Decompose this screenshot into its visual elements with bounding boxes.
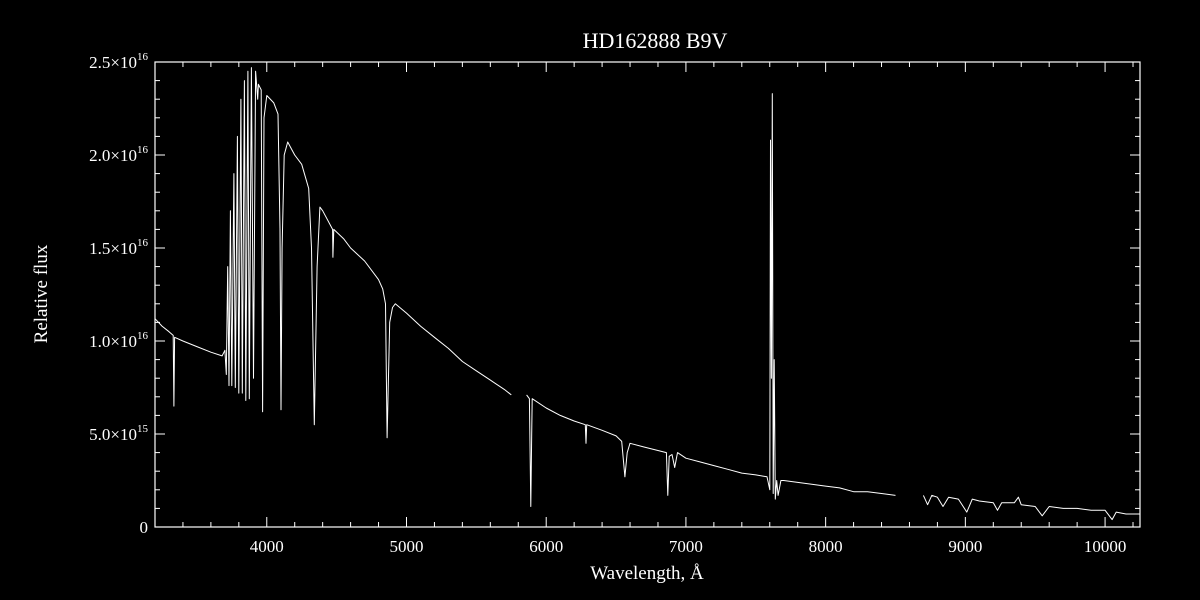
y-tick-label: 1.0×1016: [89, 330, 148, 351]
y-tick-label: 0: [140, 518, 149, 537]
x-tick-label: 9000: [948, 537, 982, 556]
y-axis-label: Relative flux: [31, 244, 52, 343]
x-tick-label: 4000: [250, 537, 284, 556]
y-tick-label: 1.5×1016: [89, 237, 148, 258]
x-tick-label: 10000: [1084, 537, 1127, 556]
x-tick-label: 7000: [669, 537, 703, 556]
x-tick-label: 6000: [529, 537, 563, 556]
x-axis-label: Wavelength, Å: [590, 563, 704, 584]
y-tick-label: 2.5×1016: [89, 51, 148, 72]
x-tick-label: 8000: [809, 537, 843, 556]
chart-title: HD162888 B9V: [583, 28, 728, 53]
spectrum-segment-2: [526, 93, 896, 507]
axis-ticks: [154, 61, 1140, 528]
plot-area: [154, 61, 1141, 528]
spectrum-segment-1: [154, 67, 512, 439]
axes-frame: [154, 61, 1141, 528]
y-tick-label: 5.0×1015: [89, 423, 148, 444]
spectrum-segment-3: [922, 494, 1140, 521]
y-tick-labels: 0 5.0×1015 1.0×1016 1.5×1016 2.0×1016 2.5×101…: [89, 51, 148, 537]
spectrum-series: [154, 67, 1140, 521]
x-tick-label: 5000: [389, 537, 423, 556]
y-tick-label: 2.0×1016: [89, 144, 148, 165]
x-tick-labels: 4000 5000 6000 7000 8000 9000 10000: [250, 537, 1127, 556]
